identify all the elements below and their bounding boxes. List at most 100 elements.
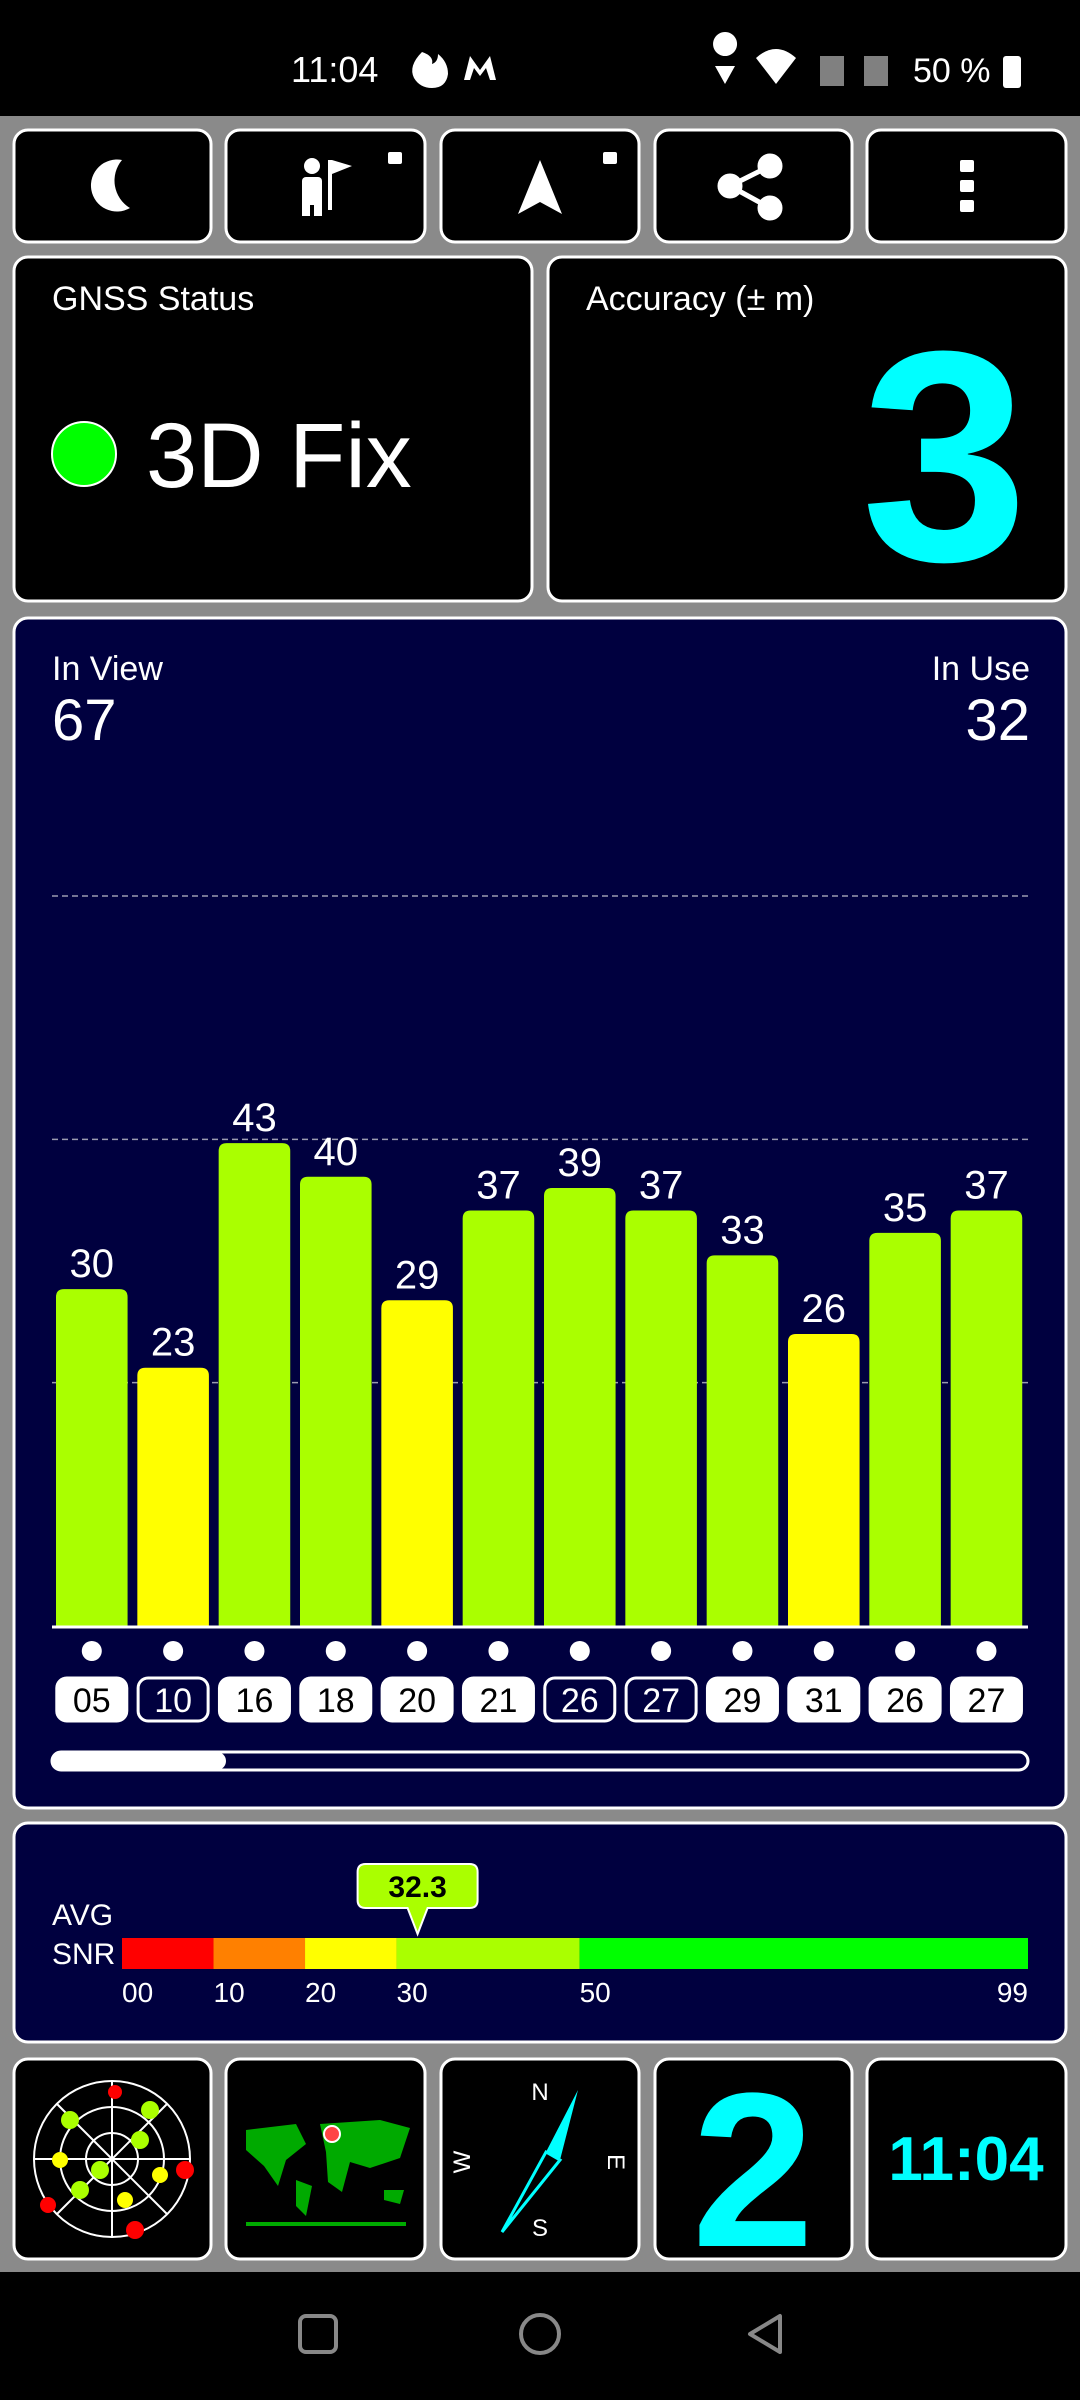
satellite-dot bbox=[244, 1641, 265, 1661]
snr-panel bbox=[12, 1821, 1068, 2044]
satellite-id-box-used bbox=[868, 1676, 942, 1723]
satellite-id: 18 bbox=[317, 1682, 355, 1720]
satellite-id: 26 bbox=[561, 1682, 599, 1720]
in-use-label: In Use bbox=[932, 650, 1030, 688]
satellite-id: 27 bbox=[642, 1682, 680, 1720]
snr-segment bbox=[579, 1938, 1028, 1969]
satellite-id: 31 bbox=[805, 1682, 843, 1720]
signal-bar bbox=[625, 1210, 697, 1626]
satellite-id-box bbox=[543, 1676, 617, 1723]
satellite-id-box-used bbox=[299, 1676, 373, 1723]
signal-bar bbox=[300, 1176, 372, 1626]
satellite-dot bbox=[488, 1641, 509, 1661]
satellite-dot bbox=[895, 1641, 916, 1661]
share-button[interactable] bbox=[653, 128, 854, 244]
sky-view-icon bbox=[33, 2080, 194, 2239]
satellite-dot bbox=[651, 1641, 672, 1661]
in-view-label: In View bbox=[52, 650, 163, 688]
satellite-dot bbox=[569, 1641, 590, 1661]
satellite-dot bbox=[325, 1641, 346, 1661]
snr-segment bbox=[122, 1938, 214, 1969]
navigation-bar bbox=[0, 2272, 1080, 2400]
snr-label-snr: SNR bbox=[52, 1938, 115, 1971]
signal-bar bbox=[788, 1334, 860, 1626]
signal-bar bbox=[706, 1255, 779, 1626]
satellite-id-box bbox=[136, 1676, 210, 1723]
signal-bar bbox=[218, 1143, 291, 1626]
bar-value-label: 43 bbox=[232, 1096, 277, 1140]
recents-button[interactable] bbox=[298, 2314, 338, 2354]
satellite-dot bbox=[163, 1641, 184, 1661]
home-button[interactable] bbox=[519, 2313, 561, 2355]
satellite-id-box-used bbox=[705, 1676, 779, 1723]
snr-segment bbox=[213, 1938, 306, 1969]
satellite-dot bbox=[813, 1641, 834, 1661]
bar-value-label: 33 bbox=[720, 1208, 765, 1252]
snr-label-avg: AVG bbox=[52, 1899, 113, 1932]
snr-tick-label: 10 bbox=[214, 1977, 245, 2008]
signal-bar bbox=[544, 1188, 616, 1626]
guide-icon bbox=[302, 152, 402, 216]
compass-s: S bbox=[532, 2215, 548, 2242]
signal-bar bbox=[869, 1232, 941, 1626]
clock-tile[interactable] bbox=[865, 2057, 1068, 2261]
signal-chart: 30 05 23 10 43 16 40 18 29 20 37 21 39 26 37 27 33 29 26 31… bbox=[52, 895, 1028, 1723]
signal-bar bbox=[462, 1210, 535, 1626]
bar-value-label: 35 bbox=[883, 1186, 928, 1230]
signal-bar bbox=[381, 1300, 453, 1626]
share-icon bbox=[717, 153, 783, 221]
compass-n: N bbox=[531, 2079, 548, 2106]
clock-value: 11:04 bbox=[888, 2125, 1044, 2194]
status-battery: 50 % bbox=[913, 52, 991, 90]
satellite-id: 20 bbox=[398, 1682, 436, 1720]
satellite-id: 29 bbox=[724, 1682, 762, 1720]
bar-value-label: 37 bbox=[639, 1163, 684, 1207]
moon-icon bbox=[90, 159, 130, 212]
bar-value-label: 40 bbox=[314, 1130, 359, 1174]
satellite-dot bbox=[81, 1641, 102, 1661]
compass-e: E bbox=[602, 2154, 629, 2170]
satellite-id: 21 bbox=[480, 1682, 518, 1720]
satellite-id: 26 bbox=[886, 1682, 924, 1720]
snr-tick-label: 99 bbox=[997, 1977, 1028, 2008]
compass-w: W bbox=[449, 2150, 476, 2173]
satellite-id-box-used bbox=[787, 1676, 861, 1723]
accuracy-title: Accuracy (± m) bbox=[586, 280, 814, 318]
back-button[interactable] bbox=[748, 2314, 782, 2354]
scroll-thumb[interactable] bbox=[52, 1752, 226, 1770]
satellite-dot bbox=[976, 1641, 997, 1661]
satellite-id-box bbox=[624, 1676, 698, 1723]
snr-segment bbox=[305, 1938, 397, 1969]
bar-value-label: 29 bbox=[395, 1253, 440, 1297]
status-bar bbox=[0, 0, 1080, 116]
count-tile[interactable] bbox=[653, 2057, 854, 2261]
world-map-tile[interactable] bbox=[224, 2057, 427, 2261]
satellite-dot bbox=[407, 1641, 428, 1661]
count-value: 2 bbox=[692, 2047, 814, 2293]
bar-value-label: 39 bbox=[558, 1141, 603, 1185]
bar-value-label: 37 bbox=[964, 1163, 1009, 1207]
satellite-id: 16 bbox=[236, 1682, 274, 1720]
satellite-dot bbox=[732, 1641, 753, 1661]
snr-segment bbox=[396, 1938, 580, 1969]
snr-tick-label: 20 bbox=[305, 1977, 336, 2008]
snr-average-marker bbox=[356, 1863, 479, 1937]
compass-tile[interactable] bbox=[439, 2057, 641, 2261]
status-time: 11:04 bbox=[291, 49, 378, 90]
in-use-count: 32 bbox=[965, 688, 1030, 753]
satellite-id-box-used bbox=[380, 1676, 454, 1723]
satellite-id-box-used bbox=[217, 1676, 291, 1723]
signal-bar bbox=[56, 1289, 128, 1626]
in-view-count: 67 bbox=[52, 688, 117, 753]
satellite-id: 10 bbox=[154, 1682, 192, 1720]
menu-icon bbox=[960, 160, 974, 212]
snr-scale: 00 10 20 30 50 99 32.3 bbox=[122, 1863, 1028, 2008]
gnss-status-title: GNSS Status bbox=[52, 280, 254, 318]
guide-button[interactable] bbox=[224, 128, 427, 244]
satellite-id-box-used bbox=[461, 1676, 535, 1723]
bar-value-label: 26 bbox=[802, 1287, 847, 1331]
snr-average-value: 32.3 bbox=[388, 1871, 446, 1904]
bar-value-label: 37 bbox=[476, 1163, 521, 1207]
gnss-status-value: 3D Fix bbox=[146, 405, 412, 507]
